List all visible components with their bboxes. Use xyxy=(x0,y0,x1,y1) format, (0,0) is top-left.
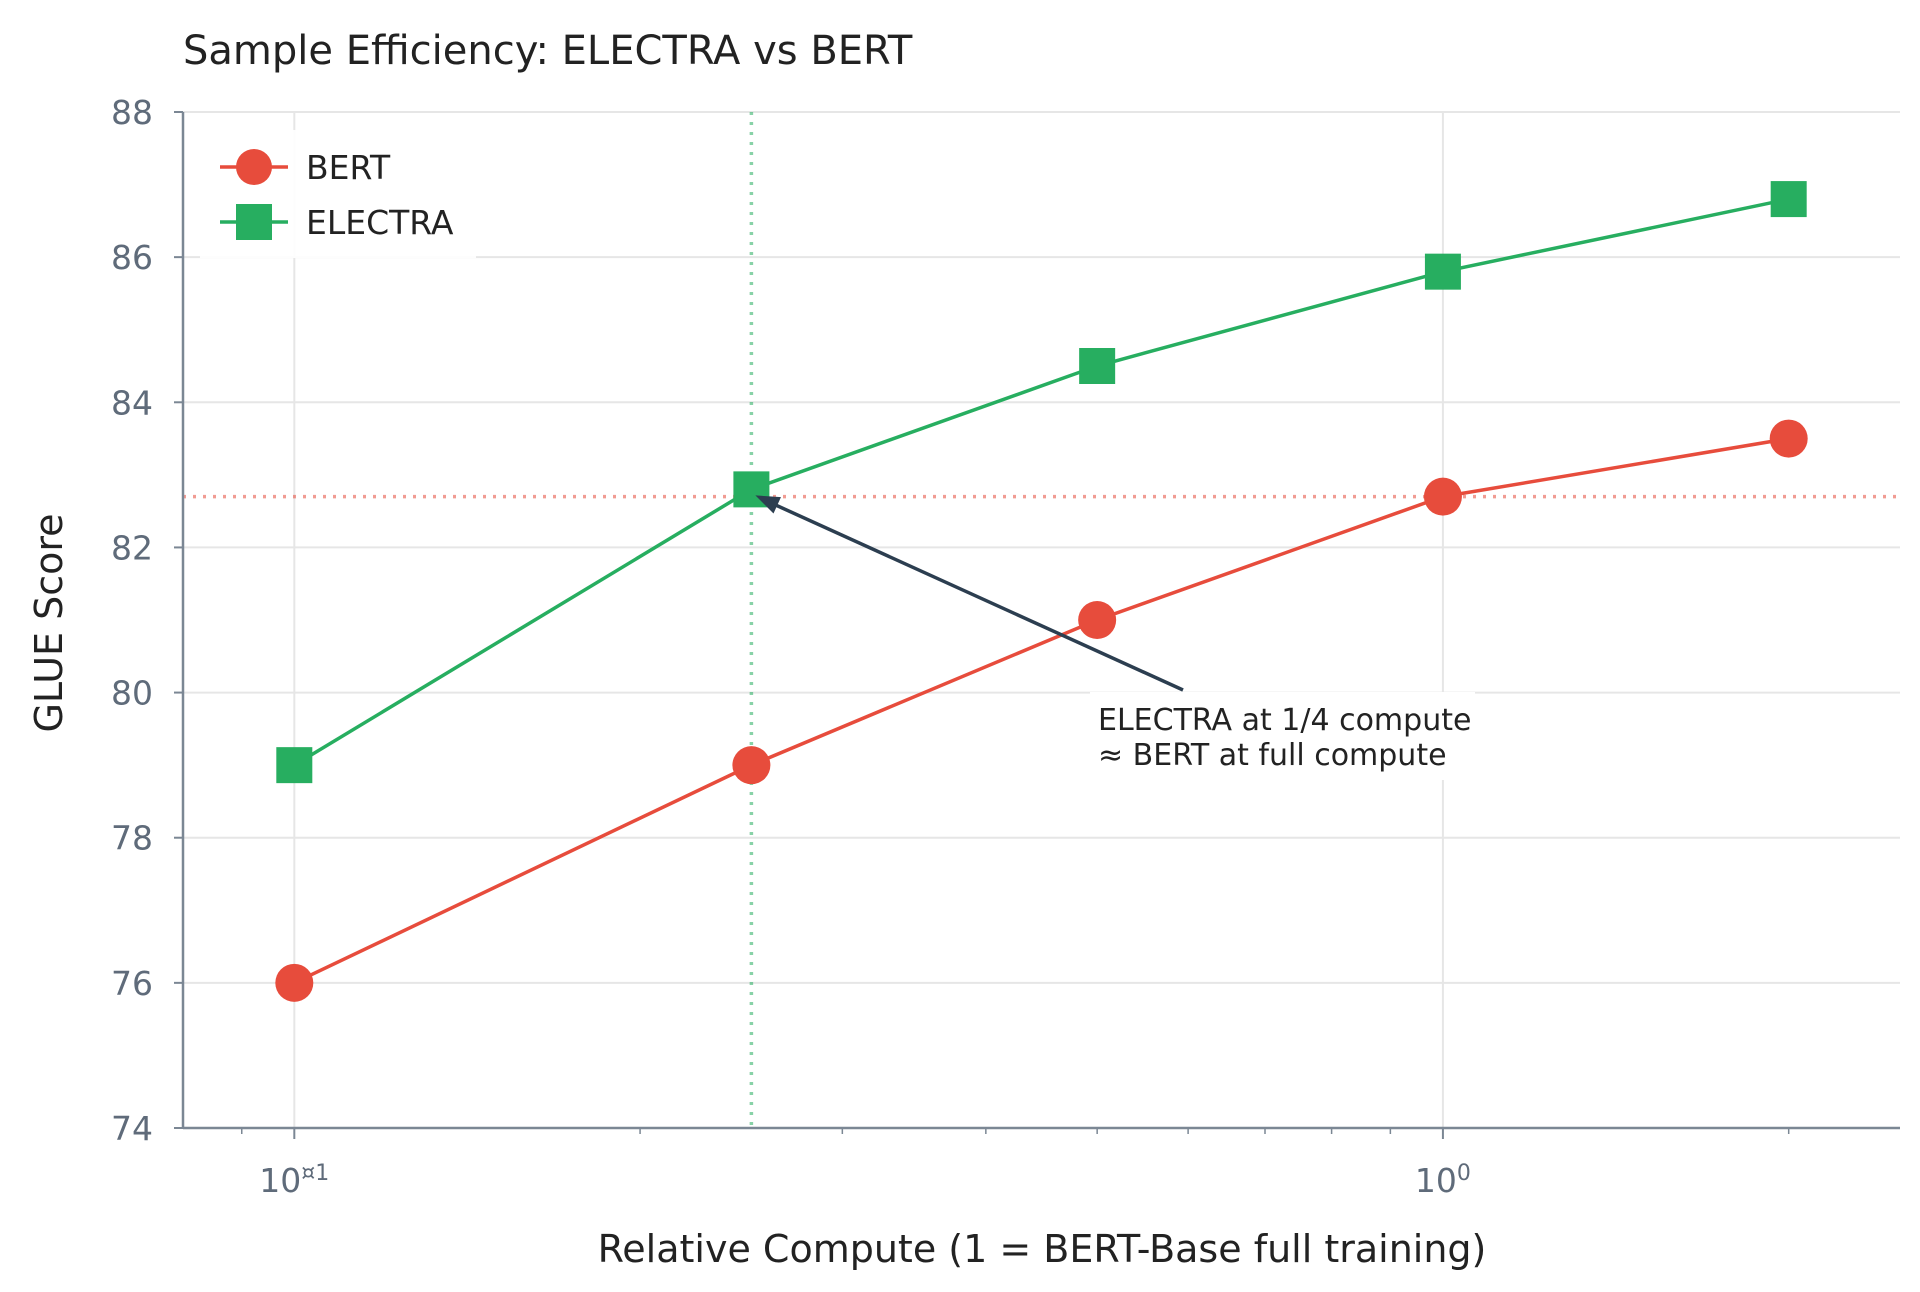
x-tick-label: 10¤1 xyxy=(259,1161,329,1200)
bert-point xyxy=(732,746,771,785)
legend-bert-label: BERT xyxy=(306,148,391,187)
y-tick-label: 84 xyxy=(111,383,153,422)
axes: 74 76 78 80 82 84 86 88 10¤1 100 xyxy=(111,93,1900,1200)
y-tick-label: 78 xyxy=(111,819,153,858)
bert-line xyxy=(293,436,1789,985)
y-tick-label: 88 xyxy=(111,93,153,132)
bert-point xyxy=(1423,477,1462,516)
legend-electra-label: ELECTRA xyxy=(306,203,454,242)
y-tick-label: 80 xyxy=(111,674,153,713)
y-axis-label: GLUE Score xyxy=(27,513,71,732)
bert-point xyxy=(1078,601,1117,639)
annotation-arrow xyxy=(764,498,1184,692)
electra-point xyxy=(1770,181,1807,218)
annotation-text-line: ELECTRA at 1/4 compute xyxy=(1098,703,1471,738)
series xyxy=(275,181,1808,1002)
y-tick-label: 76 xyxy=(111,964,153,1003)
electra-point xyxy=(276,747,313,784)
annotation-background xyxy=(1090,692,1475,780)
annotation-arrowhead xyxy=(755,495,781,514)
legend-electra-marker xyxy=(236,204,272,240)
x-tick-label: 100 xyxy=(1415,1161,1471,1200)
y-tick-label: 86 xyxy=(111,238,153,277)
electra-point xyxy=(1079,348,1116,384)
bert-point xyxy=(275,963,314,1002)
y-tick-label: 82 xyxy=(111,528,153,567)
x-axis-label: Relative Compute (1 = BERT-Base full tra… xyxy=(598,1227,1487,1271)
grid xyxy=(183,111,1900,1129)
bert-point xyxy=(1769,419,1808,458)
annotation: ELECTRA at 1/4 compute≈ BERT at full com… xyxy=(755,495,1475,780)
reference-lines xyxy=(183,112,1900,1128)
annotation-text-line: ≈ BERT at full compute xyxy=(1098,738,1447,773)
legend: BERT ELECTRA xyxy=(200,130,476,258)
y-tick-label: 74 xyxy=(111,1109,153,1148)
legend-bert-marker xyxy=(236,149,272,185)
chart-title: Sample Efficiency: ELECTRA vs BERT xyxy=(183,28,913,74)
electra-point xyxy=(1424,253,1461,290)
electra-line xyxy=(293,197,1790,767)
